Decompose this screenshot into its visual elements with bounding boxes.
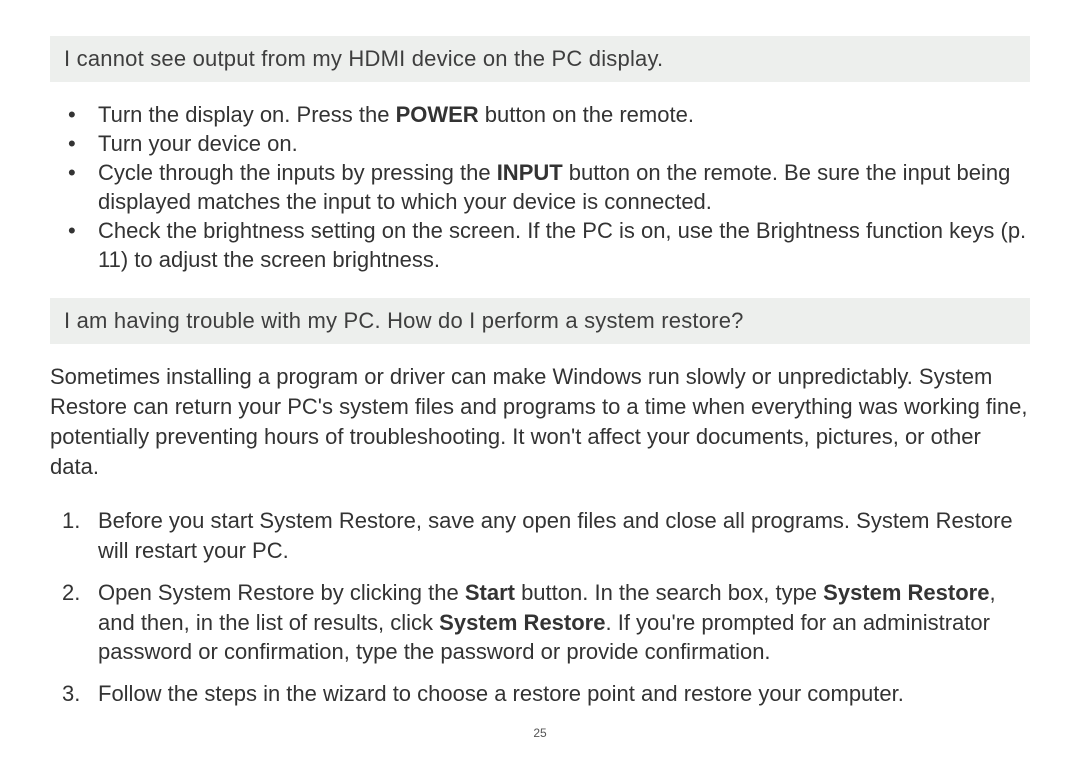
text-fragment: button on the remote.: [479, 102, 694, 127]
list-item: Check the brightness setting on the scre…: [98, 216, 1030, 274]
list-item: Turn the display on. Press the POWER but…: [98, 100, 1030, 129]
text-fragment: Cycle through the inputs by pressing the: [98, 160, 497, 185]
list-item: Turn your device on.: [98, 129, 1030, 158]
text-fragment: Open System Restore by clicking the: [98, 580, 465, 605]
text-fragment: button. In the search box, type: [515, 580, 823, 605]
list-item: Before you start System Restore, save an…: [98, 506, 1030, 566]
faq-answer-steps-list: Before you start System Restore, save an…: [50, 506, 1030, 709]
list-item: Open System Restore by clicking the Star…: [98, 578, 1030, 668]
text-bold: Start: [465, 580, 515, 605]
list-item: Follow the steps in the wizard to choose…: [98, 679, 1030, 709]
page-number: 25: [0, 726, 1080, 740]
text-bold: System Restore: [823, 580, 989, 605]
faq-answer-hdmi-bullet-list: Turn the display on. Press the POWER but…: [50, 100, 1030, 274]
text-bold: INPUT: [497, 160, 563, 185]
faq-question-hdmi: I cannot see output from my HDMI device …: [50, 36, 1030, 82]
faq-question-system-restore: I am having trouble with my PC. How do I…: [50, 298, 1030, 344]
list-item: Cycle through the inputs by pressing the…: [98, 158, 1030, 216]
text-bold: System Restore: [439, 610, 605, 635]
text-fragment: Turn the display on. Press the: [98, 102, 396, 127]
faq-answer-intro: Sometimes installing a program or driver…: [50, 362, 1030, 482]
text-bold: POWER: [396, 102, 479, 127]
